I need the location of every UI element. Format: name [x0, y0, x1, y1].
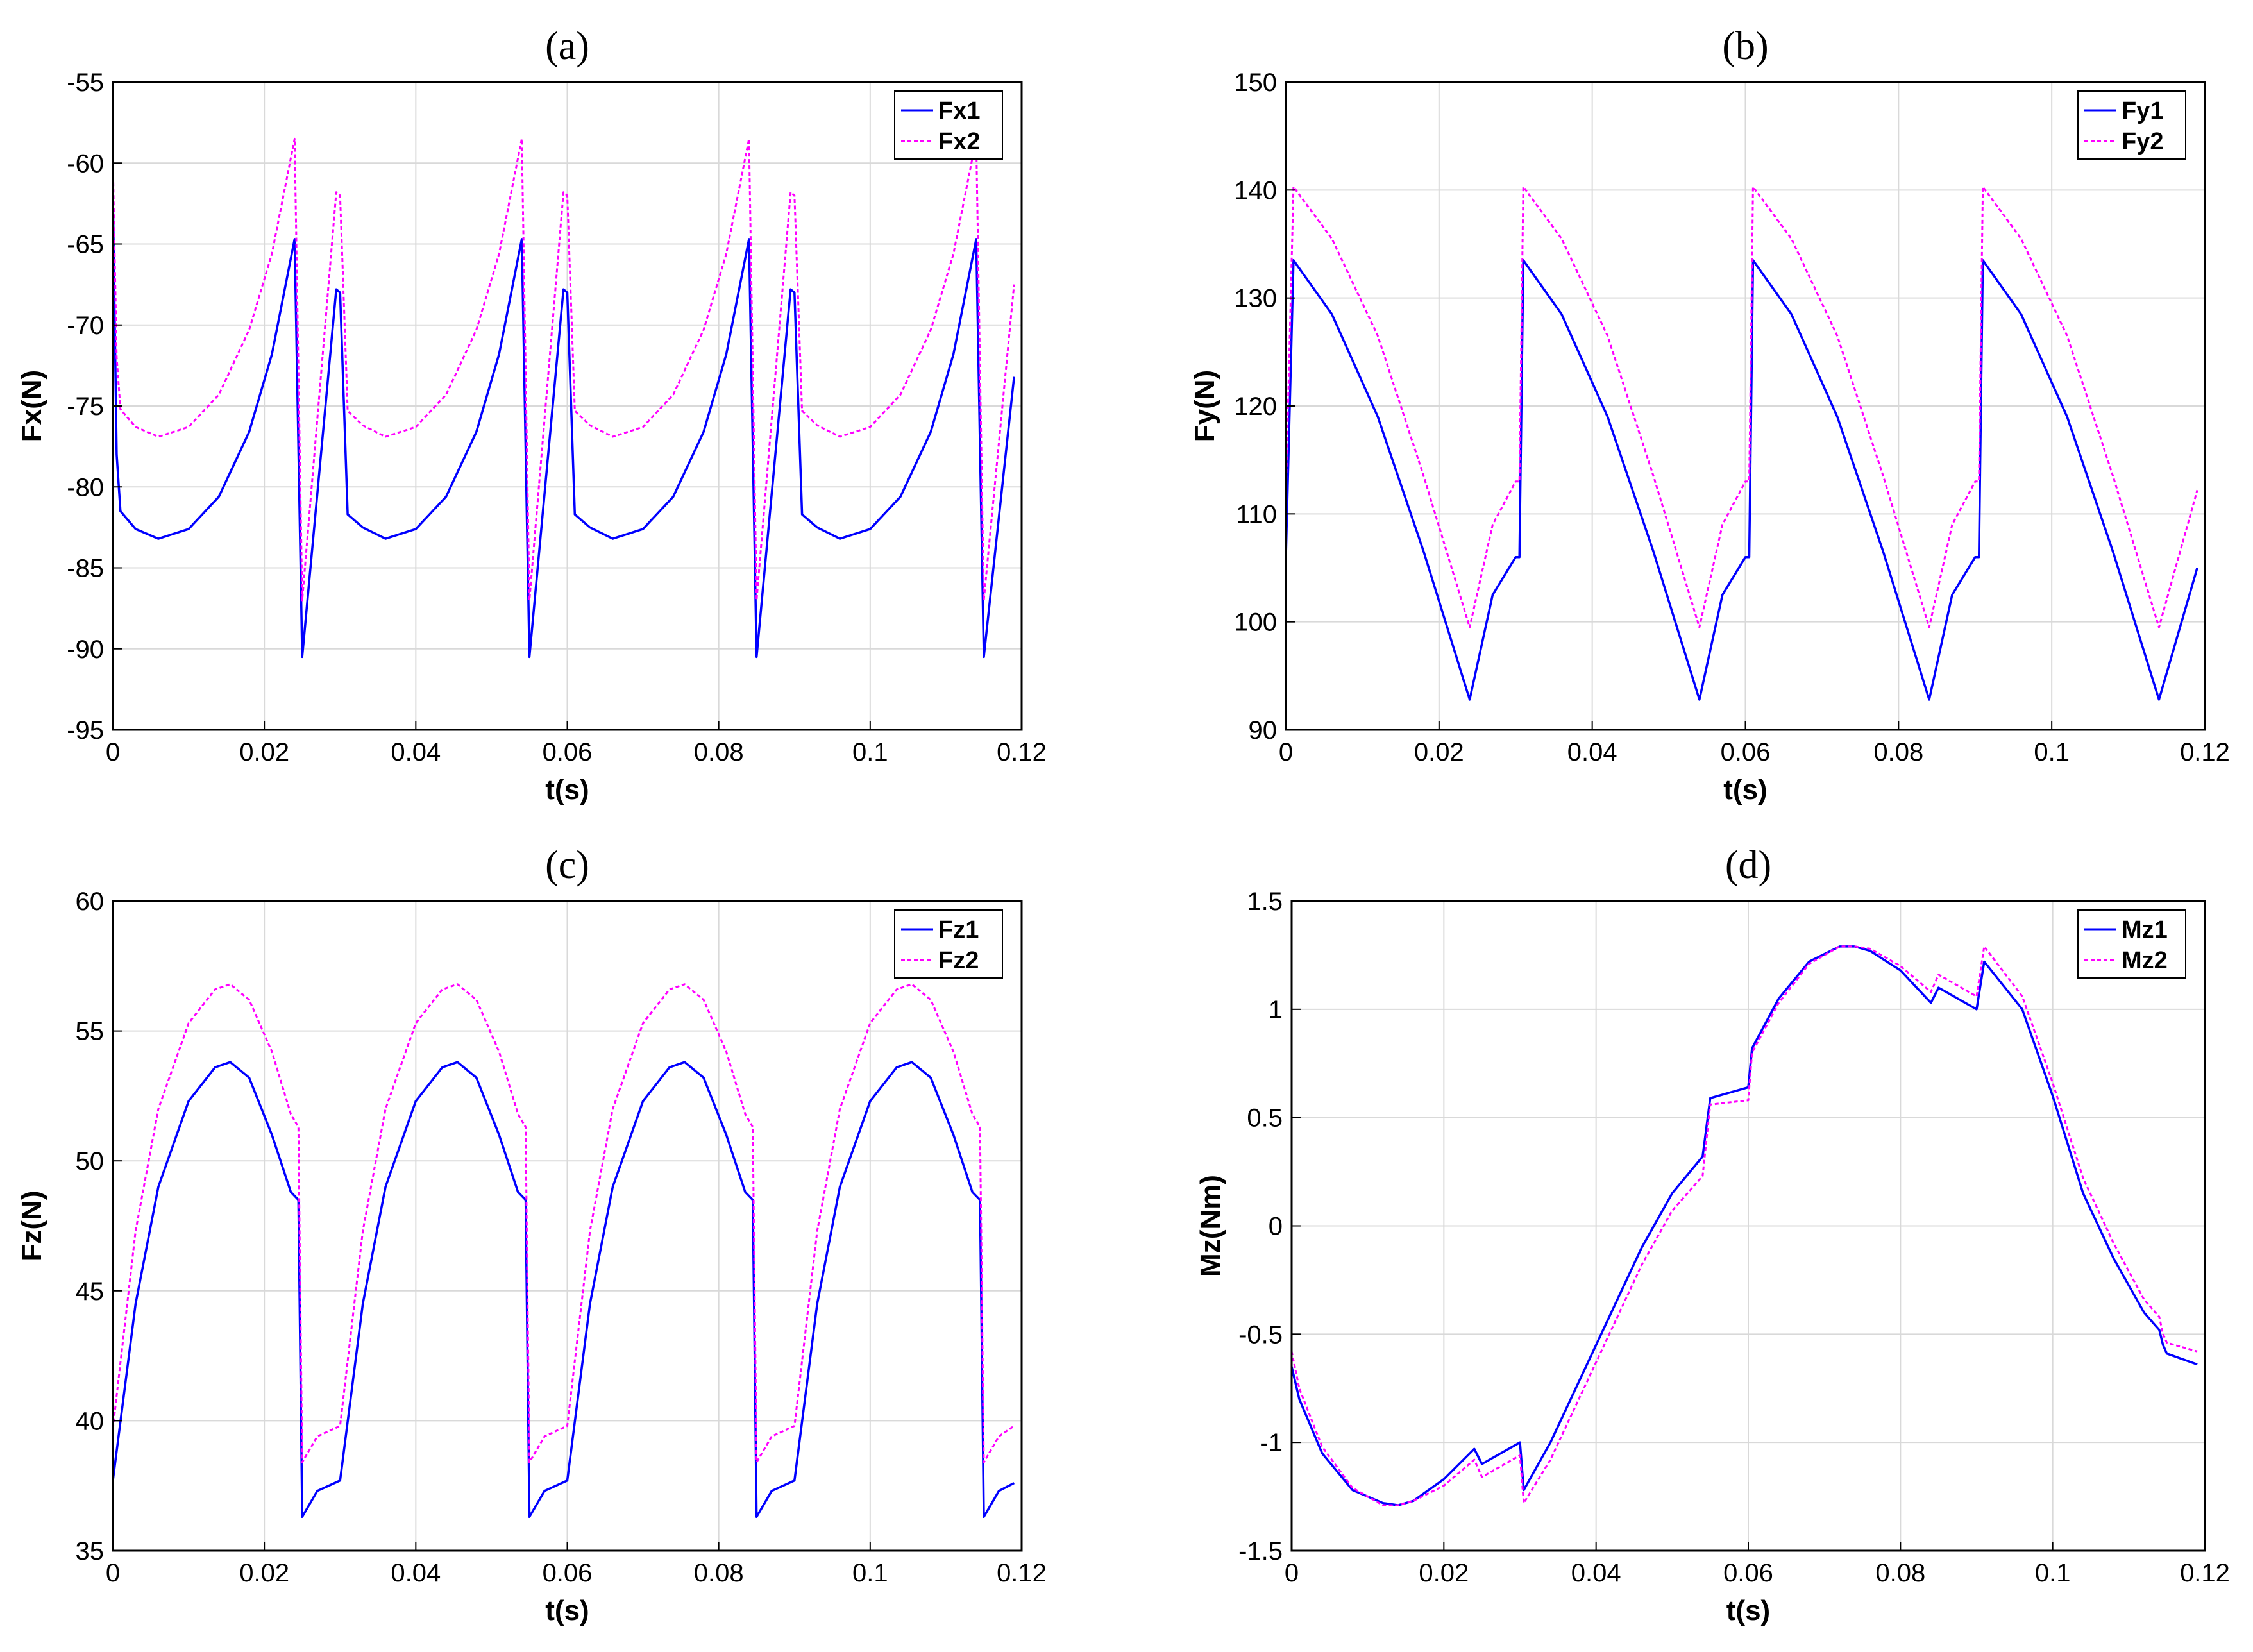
chart-b-y-tick-label: 130: [1234, 285, 1277, 313]
chart-d-y-tick-label: -0.5: [1238, 1320, 1283, 1349]
chart-b-legend-box: [2077, 90, 2186, 160]
chart-a-legend-label-fx2: Fx2: [938, 128, 980, 155]
chart-b-x-tick-label: 0: [1279, 738, 1293, 766]
chart-a-x-tick-label: 0.02: [239, 738, 289, 766]
chart-d-x-tick-label: 0.06: [1723, 1559, 1773, 1587]
chart-b-y-axis-label: Fy(N): [1189, 370, 1220, 442]
chart-c-x-tick-label: 0.02: [239, 1559, 289, 1587]
chart-d-y-tick-label: 0: [1269, 1213, 1283, 1241]
chart-d-series-mz1-line: [1292, 945, 2198, 1506]
chart-b-x-tick-label: 0.12: [2180, 738, 2230, 766]
chart-b-y-tick-label: 120: [1234, 392, 1277, 421]
chart-c-x-tick-label: 0.06: [543, 1559, 593, 1587]
chart-b-y-tick-label: 140: [1234, 176, 1277, 205]
chart-b-x-tick-label: 0.04: [1567, 738, 1617, 766]
chart-a-x-tick-label: 0.04: [391, 738, 441, 766]
chart-d-x-tick-label: 0.1: [2035, 1559, 2071, 1587]
chart-c-x-tick-label: 0: [106, 1559, 120, 1587]
chart-a-y-tick-label: -55: [67, 69, 104, 97]
chart-b-legend-label-fy1: Fy1: [2122, 97, 2163, 124]
chart-c-x-tick-label: 0.1: [852, 1559, 888, 1587]
chart-d: 0 0.02 0.04 0.06 0.08 0.1 0.12 -1.5 -1 -0.5 0 0.5 1 1…: [1195, 843, 2230, 1626]
chart-b-y-tick-label: 90: [1249, 716, 1278, 745]
chart-d-y-axis-label: Mz(Nm): [1195, 1175, 1226, 1277]
chart-a-y-tick-label: -70: [67, 312, 104, 340]
chart-a-x-tick-label: 0.08: [694, 738, 744, 766]
chart-d-y-tick-label: 0.5: [1247, 1104, 1283, 1133]
chart-d-series-mz2-line: [1292, 945, 2198, 1506]
chart-a-x-tick-label: 0: [106, 738, 120, 766]
chart-b-title: (b): [1722, 24, 1768, 68]
chart-a-title: (a): [545, 24, 589, 68]
chart-a-series-fx1-line: [113, 195, 1015, 659]
chart-a-x-tick-label: 0.06: [543, 738, 593, 766]
chart-b-x-tick-label: 0.02: [1414, 738, 1464, 766]
chart-c-title: (c): [545, 843, 589, 887]
chart-c-legend-label-fz1: Fz1: [938, 916, 979, 943]
chart-d-x-tick-label: 0.12: [2180, 1559, 2230, 1587]
chart-b-x-tick-label: 0.1: [2034, 738, 2070, 766]
chart-d-legend-label-mz1: Mz1: [2122, 916, 2168, 943]
chart-c-y-tick-label: 45: [76, 1277, 105, 1306]
chart-d-y-tick-label: -1.5: [1238, 1537, 1283, 1565]
chart-c-x-tick-label: 0.04: [391, 1559, 441, 1587]
chart-c-legend-box: [894, 909, 1003, 979]
chart-a-y-tick-label: -60: [67, 149, 104, 178]
chart-c-x-axis-label: t(s): [545, 1595, 589, 1626]
chart-a-y-tick-label: -75: [67, 392, 104, 421]
chart-a-x-tick-label: 0.1: [852, 738, 888, 766]
chart-c-y-axis-label: Fz(N): [16, 1191, 47, 1261]
chart-c-series-fz1-line: [113, 1061, 1015, 1519]
chart-d-y-tick-label: -1: [1260, 1429, 1283, 1457]
chart-c-y-tick-label: 60: [76, 888, 105, 916]
chart-c: 0 0.02 0.04 0.06 0.08 0.1 0.12 35 40 45 50 55 60 (c) t…: [16, 843, 1047, 1626]
chart-a: 0 0.02 0.04 0.06 0.08 0.1 0.12 -95 -90 -85 -80 -75 -…: [16, 24, 1047, 805]
chart-c-y-tick-label: 35: [76, 1537, 105, 1565]
chart-b-y-tick-label: 100: [1234, 609, 1277, 637]
chart-c-y-tick-label: 50: [76, 1147, 105, 1176]
chart-a-legend-box: [894, 90, 1003, 160]
chart-b-legend-label-fy2: Fy2: [2122, 128, 2163, 155]
chart-d-x-tick-label: 0: [1285, 1559, 1299, 1587]
chart-c-legend-label-fz2: Fz2: [938, 947, 979, 974]
chart-a-legend-label-fx1: Fx1: [938, 97, 980, 124]
chart-a-x-axis-label: t(s): [545, 774, 589, 805]
chart-b: 0 0.02 0.04 0.06 0.08 0.1 0.12 90 100 110 120 130 14…: [1189, 24, 2230, 805]
chart-d-x-axis-label: t(s): [1726, 1595, 1770, 1626]
chart-b-y-tick-label: 150: [1234, 69, 1277, 97]
chart-d-x-tick-label: 0.04: [1571, 1559, 1621, 1587]
chart-d-x-tick-label: 0.02: [1419, 1559, 1469, 1587]
chart-b-x-tick-label: 0.08: [1873, 738, 1923, 766]
chart-c-y-tick-label: 55: [76, 1018, 105, 1046]
chart-a-y-tick-label: -85: [67, 555, 104, 583]
chart-c-y-tick-label: 40: [76, 1407, 105, 1435]
chart-a-y-tick-label: -80: [67, 473, 104, 501]
chart-d-y-tick-label: 1: [1269, 996, 1283, 1024]
chart-b-x-tick-label: 0.06: [1721, 738, 1771, 766]
chart-d-y-tick-label: 1.5: [1247, 888, 1283, 916]
chart-a-y-tick-label: -95: [67, 716, 104, 745]
chart-d-legend-label-mz2: Mz2: [2122, 947, 2168, 974]
chart-b-y-tick-label: 110: [1236, 500, 1277, 528]
chart-a-y-axis-label: Fx(N): [16, 370, 47, 442]
chart-a-y-tick-label: -65: [67, 231, 104, 259]
chart-a-x-tick-label: 0.12: [997, 738, 1047, 766]
chart-a-series-fx2-line: [113, 137, 1015, 602]
chart-c-x-tick-label: 0.12: [997, 1559, 1047, 1587]
chart-d-x-tick-label: 0.08: [1875, 1559, 1925, 1587]
chart-b-series-fy2-line: [1286, 185, 2198, 628]
chart-c-x-tick-label: 0.08: [694, 1559, 744, 1587]
chart-d-title: (d): [1725, 843, 1771, 887]
chart-c-series-fz2-line: [113, 983, 1015, 1463]
chart-a-y-tick-label: -90: [67, 636, 104, 664]
chart-d-legend-box: [2077, 909, 2186, 979]
chart-b-x-axis-label: t(s): [1723, 774, 1767, 805]
